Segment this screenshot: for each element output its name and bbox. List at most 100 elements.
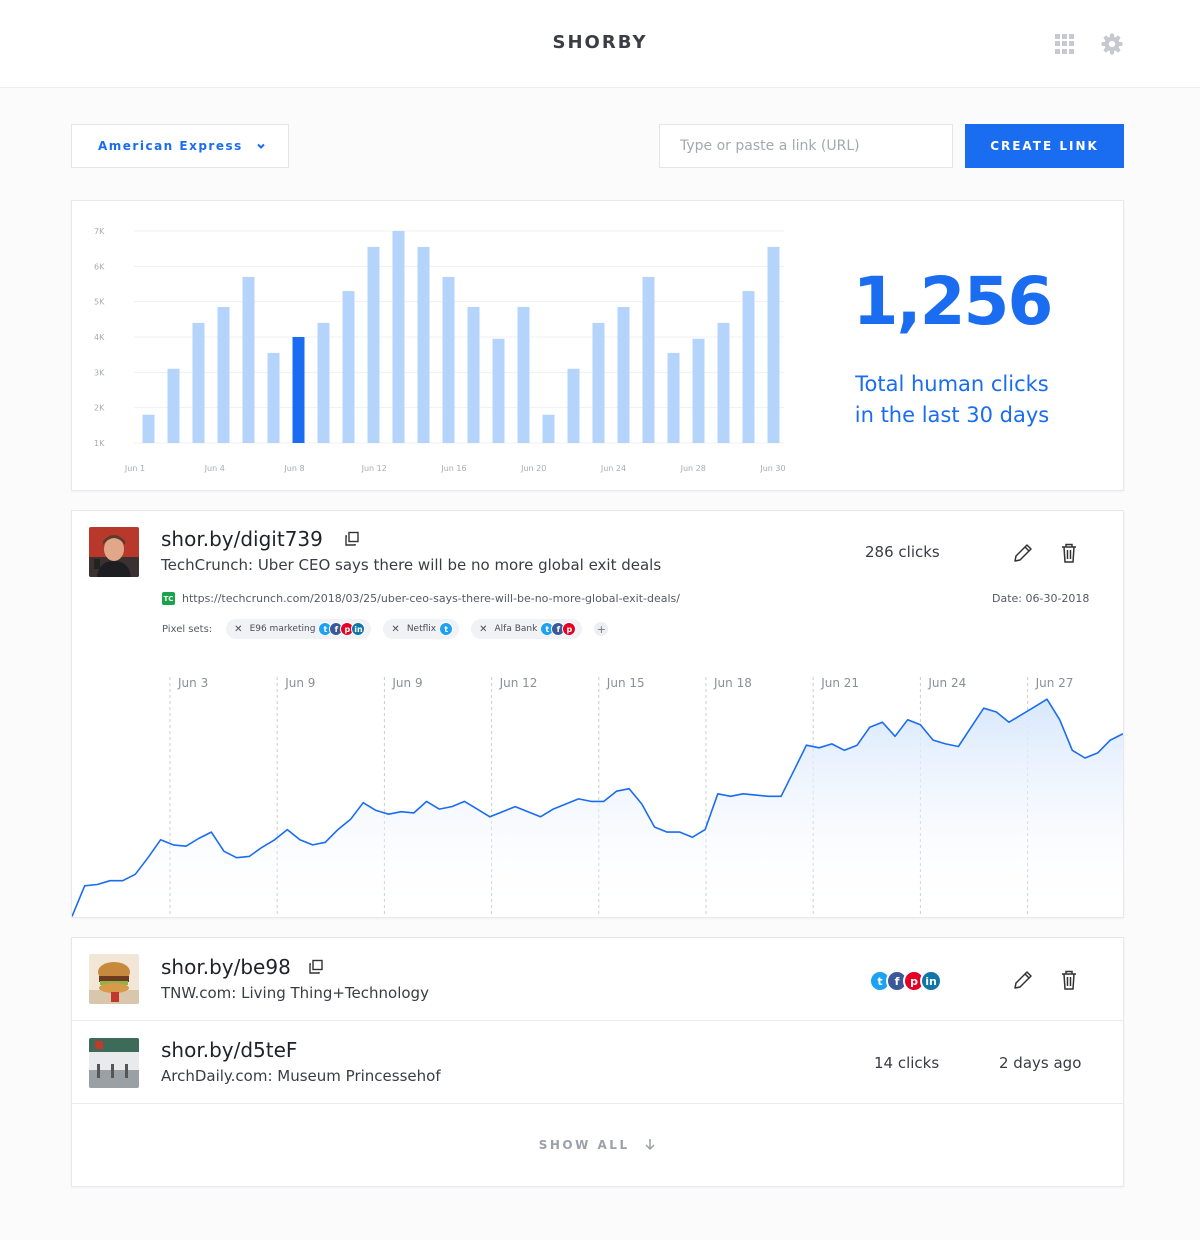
copy-icon[interactable] [308,959,324,975]
edit-icon[interactable] [1011,541,1035,565]
pixel-set-chip[interactable]: ✕ E96 marketing t f p in [226,619,372,639]
bar [342,291,355,443]
create-link-button[interactable]: CREATE LINK [965,124,1124,168]
x-tick-label: Jun 27 [1035,676,1074,690]
delete-icon[interactable] [1057,968,1081,992]
short-url[interactable]: shor.by/d5teF [161,1038,298,1062]
pixel-set-name: E96 marketing [249,624,316,634]
link-thumbnail [89,954,139,1004]
caption-line-2: in the last 30 days [854,403,1050,427]
bar [617,306,630,443]
x-tick-label: Jun 20 [520,464,546,473]
social-icons: t f p in [869,970,942,992]
bar [317,322,330,443]
short-url[interactable]: shor.by/be98 [161,955,291,979]
link-clicks-area-chart: Jun 3 Jun 9 Jun 9 Jun 12 Jun 15 Jun 18 Jun 21 J… [72,676,1123,917]
pixel-set-name: Alfa Bank [494,624,538,634]
bar [717,322,730,443]
account-select[interactable]: American Express [71,124,289,168]
link-clicks: 286 clicks [865,543,940,561]
x-tick-label: Jun 18 [713,676,752,690]
twitter-icon: t [439,622,454,636]
bar [367,246,380,443]
pixel-sets-row: Pixel sets: ✕ E96 marketing t f p in ✕ N… [162,619,609,639]
bar [442,276,455,443]
bar [392,231,405,443]
show-all-label: SHOW ALL [538,1138,630,1152]
y-tick-label: 3K [94,368,105,377]
clicks-bar-chart: 1K 2K 3K 4K 5K 6K 7K Jun 1 Jun 4 Jun 8 Jun 12 Jun 1… [94,227,786,473]
link-created-ago: 2 days ago [999,1054,1082,1072]
brand-logo[interactable]: SHORBY [552,32,648,53]
link-title: ArchDaily.com: Museum Princessehof [161,1067,441,1085]
y-tick-label: 2K [94,404,105,413]
stats-card: 1K 2K 3K 4K 5K 6K 7K Jun 1 Jun 4 Jun 8 Jun 12 Jun 1… [71,200,1124,491]
x-tick-label: Jun 15 [606,676,645,690]
bar [267,352,280,443]
linkedin-icon: in [351,622,366,636]
remove-icon[interactable]: ✕ [234,623,243,635]
link-title: TechCrunch: Uber CEO says there will be … [161,556,662,574]
remove-icon[interactable]: ✕ [391,623,400,635]
y-tick-label: 7K [94,227,105,236]
x-tick-label: Jun 28 [680,464,706,473]
pixel-set-name: Netflix [406,624,437,634]
link-thumbnail [89,1038,139,1088]
link-card-expanded[interactable]: shor.by/digit739 TechCrunch: Uber CEO sa… [71,510,1124,918]
grid-icon[interactable] [1055,34,1075,54]
account-select-label: American Express [98,139,243,153]
bar [492,338,505,443]
linkedin-icon: in [920,970,942,992]
add-pixel-set-icon[interactable]: + [594,622,609,636]
y-tick-label: 1K [94,439,105,448]
bar [142,414,155,443]
bar [417,246,430,443]
bar [217,306,230,443]
bar [592,322,605,443]
pixel-sets-label: Pixel sets: [162,623,213,635]
area-fill [72,699,1123,917]
x-tick-label: Jun 1 [124,464,145,473]
x-tick-label: Jun 12 [499,676,538,690]
x-tick-label: Jun 24 [600,464,626,473]
bar [542,414,555,443]
source-url-row: TC https://techcrunch.com/2018/03/25/ube… [162,592,680,605]
pinterest-icon: p [562,622,577,636]
top-bar: SHORBY [0,0,1200,88]
bar [517,306,530,443]
arrow-down-icon [645,1139,655,1151]
pixel-set-chip[interactable]: ✕ Alfa Bank t f p [471,619,583,639]
bar [742,291,755,443]
delete-icon[interactable] [1057,541,1081,565]
gear-icon[interactable] [1100,32,1124,56]
link-thumbnail [89,527,139,577]
copy-icon[interactable] [344,531,360,547]
total-clicks-number: 1,256 [852,263,1054,340]
links-list-card: shor.by/be98 TNW.com: Living Thing+Techn… [71,937,1124,1187]
bar [567,368,580,443]
pixel-set-chip[interactable]: ✕ Netflix t [383,619,460,639]
source-url[interactable]: https://techcrunch.com/2018/03/25/uber-c… [182,592,680,605]
bar [242,276,255,443]
short-url[interactable]: shor.by/digit739 [161,527,323,551]
bar [667,352,680,443]
bar [192,322,205,443]
x-tick-label: Jun 30 [759,464,785,473]
link-clicks: 14 clicks [874,1054,940,1072]
show-all-button[interactable]: SHOW ALL [72,1138,1123,1152]
list-item[interactable]: shor.by/be98 TNW.com: Living Thing+Techn… [72,938,1123,1021]
y-tick-label: 5K [94,298,105,307]
caption-line-1: Total human clicks [855,372,1049,396]
chevron-down-icon [257,143,265,149]
x-tick-label: Jun 9 [284,676,315,690]
x-tick-label: Jun 12 [361,464,387,473]
remove-icon[interactable]: ✕ [479,623,488,635]
x-tick-label: Jun 8 [283,464,304,473]
edit-icon[interactable] [1011,968,1035,992]
url-input[interactable] [659,124,953,168]
y-tick-label: 6K [94,262,105,271]
bar [167,368,180,443]
x-tick-label: Jun 9 [391,676,422,690]
list-item[interactable]: shor.by/d5teF ArchDaily.com: Museum Prin… [72,1021,1123,1104]
x-tick-label: Jun 3 [177,676,208,690]
